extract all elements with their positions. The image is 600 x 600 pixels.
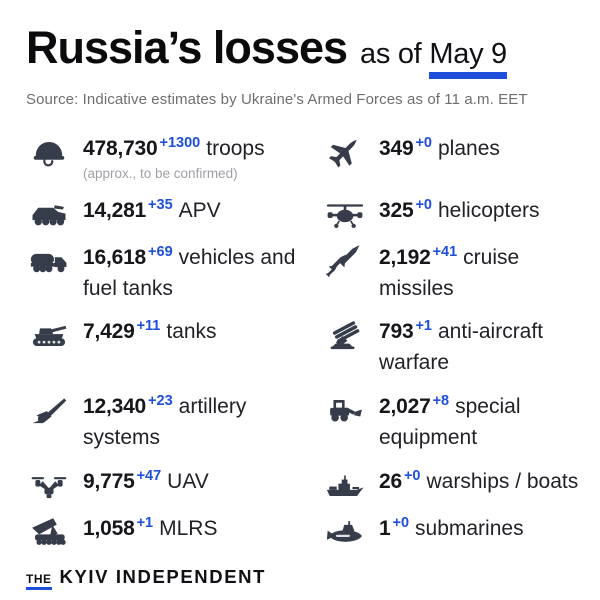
stat-label: APV: [178, 198, 221, 222]
stat-loader: 2,027 +8 special equipment: [322, 392, 582, 454]
stat-text: 349 +0 planes: [379, 134, 500, 168]
stat-label: cruise missiles: [379, 245, 520, 300]
stat-anti-aircraft: 793 +1 anti-aircraft warfare: [322, 317, 582, 379]
brand-name: KYIV INDEPENDENT: [59, 565, 267, 587]
stat-text: 9,775 +47 UAV: [83, 467, 209, 501]
stat-value: 12,340: [83, 395, 147, 419]
jet-icon: [322, 135, 368, 168]
stat-text: 478,730 +1300 troops (approx., to be confir…: [83, 134, 265, 183]
date-underlined: May 9: [429, 38, 507, 79]
stat-value: 9,775: [83, 469, 135, 493]
stat-label: special equipment: [379, 395, 521, 450]
stat-value: 478,730: [83, 137, 158, 160]
stat-delta: +69: [148, 243, 173, 260]
stats-grid: 478,730 +1300 troops (approx., to be confir…: [26, 134, 582, 548]
stat-label: anti-aircraft warfare: [379, 320, 544, 375]
submarine-icon: [322, 515, 368, 548]
stat-label: planes: [438, 137, 500, 160]
title-line: Russia’s losses as of May 9: [26, 24, 582, 79]
stat-delta: +1300: [159, 135, 201, 151]
stat-text: 1,058 +1 MLRS: [83, 514, 217, 548]
stat-note: (approx., to be confirmed): [83, 165, 238, 181]
fuel-truck-icon: [26, 244, 72, 277]
source-line: Source: Indicative estimates by Ukraine'…: [26, 91, 528, 108]
stat-delta: +0: [403, 467, 421, 484]
header: Russia’s losses as of May 9 Source: Indi…: [26, 24, 582, 108]
stat-drone: 9,775 +47 UAV: [26, 467, 318, 501]
stat-delta: +41: [432, 243, 458, 260]
tank-icon: [26, 318, 72, 351]
stat-delta: +8: [432, 393, 450, 410]
stat-apc: 14,281 +35 APV: [26, 196, 318, 230]
missiles-icon: [322, 244, 368, 277]
stat-value: 1,058: [83, 516, 135, 540]
stat-text: 325 +0 helicopters: [379, 196, 540, 230]
stat-delta: +1: [136, 514, 154, 531]
stat-text: 2,192 +41 cruise missiles: [379, 243, 582, 305]
stat-text: 1 +0 submarines: [379, 514, 524, 548]
stat-missiles: 2,192 +41 cruise missiles: [322, 243, 582, 305]
stat-text: 793 +1 anti-aircraft warfare: [379, 317, 582, 379]
stat-text: 16,618 +69 vehicles and fuel tanks: [83, 243, 318, 305]
brand-the: THE: [26, 572, 52, 590]
stat-label: tanks: [166, 320, 217, 344]
stat-delta: +1: [415, 318, 432, 335]
stat-warship: 26 +0 warships / boats: [322, 467, 582, 501]
stat-label: submarines: [415, 516, 524, 540]
stat-value: 2,027: [379, 395, 431, 419]
stat-delta: +11: [136, 318, 161, 335]
stat-artillery: 12,340 +23 artillery systems: [26, 392, 318, 454]
apc-icon: [26, 197, 72, 230]
stat-value: 793: [379, 320, 414, 344]
anti-aircraft-icon: [322, 318, 368, 351]
stat-value: 14,281: [83, 198, 147, 222]
stat-value: 325: [379, 198, 414, 222]
stat-fuel-truck: 16,618 +69 vehicles and fuel tanks: [26, 243, 318, 305]
loader-icon: [322, 393, 368, 426]
stat-label: UAV: [167, 469, 209, 493]
page-title: Russia’s losses: [26, 22, 348, 73]
stat-label: troops: [206, 137, 265, 160]
as-of-text: as of: [360, 38, 422, 70]
helicopter-icon: [322, 197, 368, 230]
stat-value: 349: [379, 137, 414, 160]
stat-label: vehicles and fuel tanks: [83, 245, 296, 300]
stat-value: 26: [379, 469, 402, 493]
stat-tank: 7,429 +11 tanks: [26, 317, 318, 351]
brand-footer: THE KYIV INDEPENDENT: [26, 566, 582, 590]
stat-delta: +0: [392, 514, 410, 531]
stat-text: 7,429 +11 tanks: [83, 317, 217, 351]
stat-delta: +47: [136, 467, 162, 484]
stat-delta: +35: [148, 196, 173, 213]
stat-value: 16,618: [83, 245, 147, 269]
stat-text: 12,340 +23 artillery systems: [83, 392, 318, 454]
stat-label: warships / boats: [426, 469, 579, 493]
warship-icon: [322, 468, 368, 501]
stat-value: 2,192: [379, 245, 431, 269]
stat-text: 14,281 +35 APV: [83, 196, 221, 230]
stat-delta: +0: [415, 135, 432, 151]
stat-delta: +0: [415, 196, 432, 213]
stat-text: 26 +0 warships / boats: [379, 467, 578, 501]
stat-label: artillery systems: [83, 395, 247, 450]
stat-helicopter: 325 +0 helicopters: [322, 196, 582, 230]
stat-mlrs: 1,058 +1 MLRS: [26, 514, 318, 548]
helmet-icon: [26, 135, 72, 168]
stat-delta: +23: [148, 393, 173, 410]
stat-text: 2,027 +8 special equipment: [379, 392, 582, 454]
drone-icon: [26, 468, 72, 501]
stat-value: 7,429: [83, 320, 135, 344]
stat-jet: 349 +0 planes: [322, 134, 582, 168]
stat-label: MLRS: [159, 516, 218, 540]
stat-value: 1: [379, 516, 391, 540]
mlrs-icon: [26, 515, 72, 548]
artillery-icon: [26, 393, 72, 426]
stat-helmet: 478,730 +1300 troops (approx., to be confir…: [26, 134, 318, 183]
stat-label: helicopters: [438, 198, 540, 222]
stat-submarine: 1 +0 submarines: [322, 514, 582, 548]
